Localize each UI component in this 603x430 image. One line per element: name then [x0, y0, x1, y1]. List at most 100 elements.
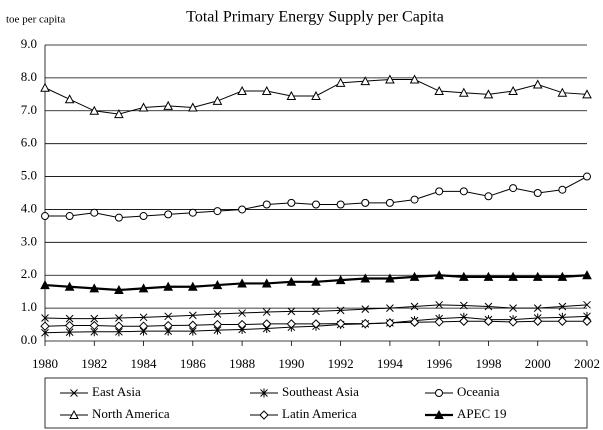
data-point-part [335, 77, 346, 87]
y-tick-label: 6.0 [21, 135, 37, 150]
x-tick-label: 1992 [328, 356, 354, 371]
data-point [89, 105, 100, 115]
data-point-part [114, 109, 124, 119]
data-point [434, 317, 444, 327]
data-point-part [286, 90, 297, 100]
data-point-part [238, 205, 247, 214]
data-point-part [434, 317, 444, 327]
legend-label: APEC 19 [457, 406, 506, 421]
data-point [484, 192, 493, 201]
data-point [90, 314, 99, 323]
data-point [163, 320, 173, 331]
data-point [286, 319, 297, 329]
data-point [164, 210, 173, 219]
data-point-part [508, 317, 518, 327]
data-point [213, 207, 222, 216]
data-point [262, 308, 271, 316]
legend-marker-part [434, 409, 444, 419]
data-point [237, 85, 247, 96]
data-point-part [336, 306, 345, 315]
data-point [261, 278, 272, 288]
data-point-part [89, 105, 100, 115]
data-point [557, 87, 568, 97]
legend-marker-part [259, 410, 269, 420]
data-point [458, 87, 469, 97]
data-point-part [409, 74, 420, 84]
data-point [163, 281, 174, 291]
data-point [409, 271, 420, 281]
data-point [238, 309, 246, 317]
data-point-part [582, 270, 592, 280]
data-point-part [483, 89, 494, 99]
data-point [509, 184, 518, 193]
data-point-part [335, 318, 346, 329]
data-point-part [558, 185, 567, 194]
data-point-part [64, 320, 75, 331]
data-point [90, 208, 99, 217]
data-point-part [361, 305, 370, 313]
data-point [163, 100, 174, 110]
data-point-part [114, 284, 124, 295]
x-tick-label: 2000 [525, 356, 551, 371]
legend-marker [435, 389, 443, 397]
data-point-part [237, 85, 247, 96]
data-point [410, 302, 419, 311]
data-point [115, 314, 123, 322]
y-tick-label: 4.0 [21, 200, 37, 215]
data-point [65, 314, 74, 323]
data-point-part [557, 87, 568, 97]
data-point-part [65, 314, 74, 323]
data-point [312, 200, 320, 209]
data-point [583, 172, 591, 181]
data-point [287, 307, 296, 316]
data-point-part [65, 212, 74, 221]
data-point [138, 321, 149, 331]
data-point-part [138, 102, 149, 112]
x-tick-label: 1996 [426, 356, 453, 371]
data-point-part [188, 311, 197, 320]
data-point-part [114, 213, 123, 222]
data-point [41, 314, 49, 322]
data-point-part [163, 100, 174, 110]
data-point-part [385, 273, 395, 283]
data-point-part [483, 271, 494, 281]
legend-label: Southeast Asia [282, 384, 359, 399]
data-point-part [312, 307, 320, 316]
data-point-part [385, 198, 394, 207]
data-point-part [434, 270, 445, 280]
data-point-part [583, 172, 591, 181]
data-point-part [90, 208, 99, 217]
legend-label: Oceania [457, 384, 500, 399]
data-point-part [459, 301, 468, 310]
legend-marker [260, 388, 268, 398]
data-point [385, 273, 395, 283]
data-point [434, 270, 445, 280]
x-tick-label: 1984 [131, 356, 158, 371]
legend-marker [434, 409, 444, 419]
data-point [139, 313, 148, 322]
data-point-part [360, 318, 370, 329]
data-point [409, 317, 420, 327]
data-point [114, 109, 124, 119]
data-point-part [409, 271, 420, 281]
data-point-part [262, 319, 272, 329]
data-point-part [40, 82, 50, 92]
data-point [558, 302, 567, 311]
data-point-part [237, 319, 247, 330]
data-point-part [509, 184, 518, 193]
data-point-part [212, 280, 223, 290]
data-point [582, 89, 592, 99]
data-point-part [409, 317, 420, 327]
data-point-part [410, 195, 419, 204]
data-point [138, 283, 149, 293]
data-point-part [335, 275, 346, 285]
data-point-part [558, 302, 567, 311]
data-point-part [459, 316, 469, 326]
data-point-part [533, 189, 542, 197]
data-point [40, 321, 50, 331]
data-point [40, 82, 50, 92]
data-point-part [509, 304, 517, 312]
data-point-part [138, 321, 149, 331]
data-point-part [312, 200, 320, 209]
